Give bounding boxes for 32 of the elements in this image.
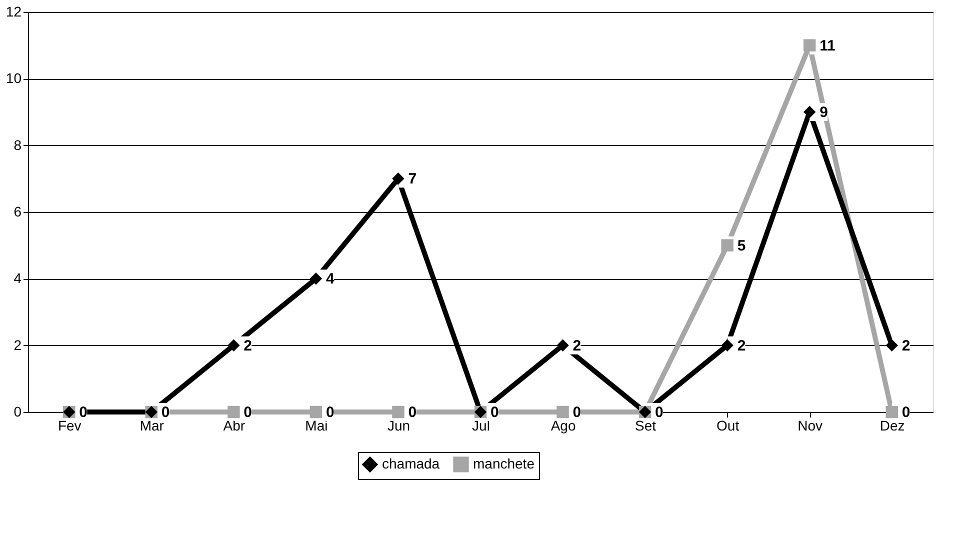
x-tick-label: Jul	[472, 418, 490, 434]
x-tick-label: Out	[716, 418, 740, 434]
data-label: 5	[737, 237, 746, 254]
x-tick-label: Abr	[223, 418, 246, 434]
y-tick-label: 12	[6, 4, 22, 20]
y-tick-label: 4	[14, 270, 22, 286]
x-tick-label: Mai	[305, 418, 328, 434]
x-tick-label: Set	[635, 418, 656, 434]
legend-label: manchete	[473, 455, 535, 472]
y-tick-label: 8	[14, 136, 22, 153]
x-tick-label: Nov	[798, 418, 823, 434]
data-label: 7	[408, 170, 417, 188]
data-label: 2	[737, 337, 746, 354]
data-label: 0	[79, 404, 88, 421]
x-tick-label: Jun	[387, 418, 410, 434]
data-label: 0	[326, 404, 334, 421]
y-tick-label: 10	[6, 70, 22, 86]
y-tick-label: 2	[14, 336, 22, 353]
data-label: 2	[572, 337, 582, 354]
data-label: 9	[820, 104, 828, 121]
legend-label: chamada	[382, 455, 440, 472]
data-label: 0	[408, 404, 417, 421]
data-label: 2	[244, 337, 252, 354]
data-label: 4	[326, 270, 335, 288]
data-label: 0	[490, 404, 499, 421]
data-label: 0	[655, 404, 664, 421]
data-label: 11	[820, 37, 836, 54]
x-tick-label: Fev	[58, 418, 82, 434]
y-tick-label: 0	[14, 404, 22, 420]
data-label: 0	[244, 404, 252, 421]
y-tick-label: 6	[14, 204, 22, 220]
data-label: 2	[902, 337, 910, 354]
